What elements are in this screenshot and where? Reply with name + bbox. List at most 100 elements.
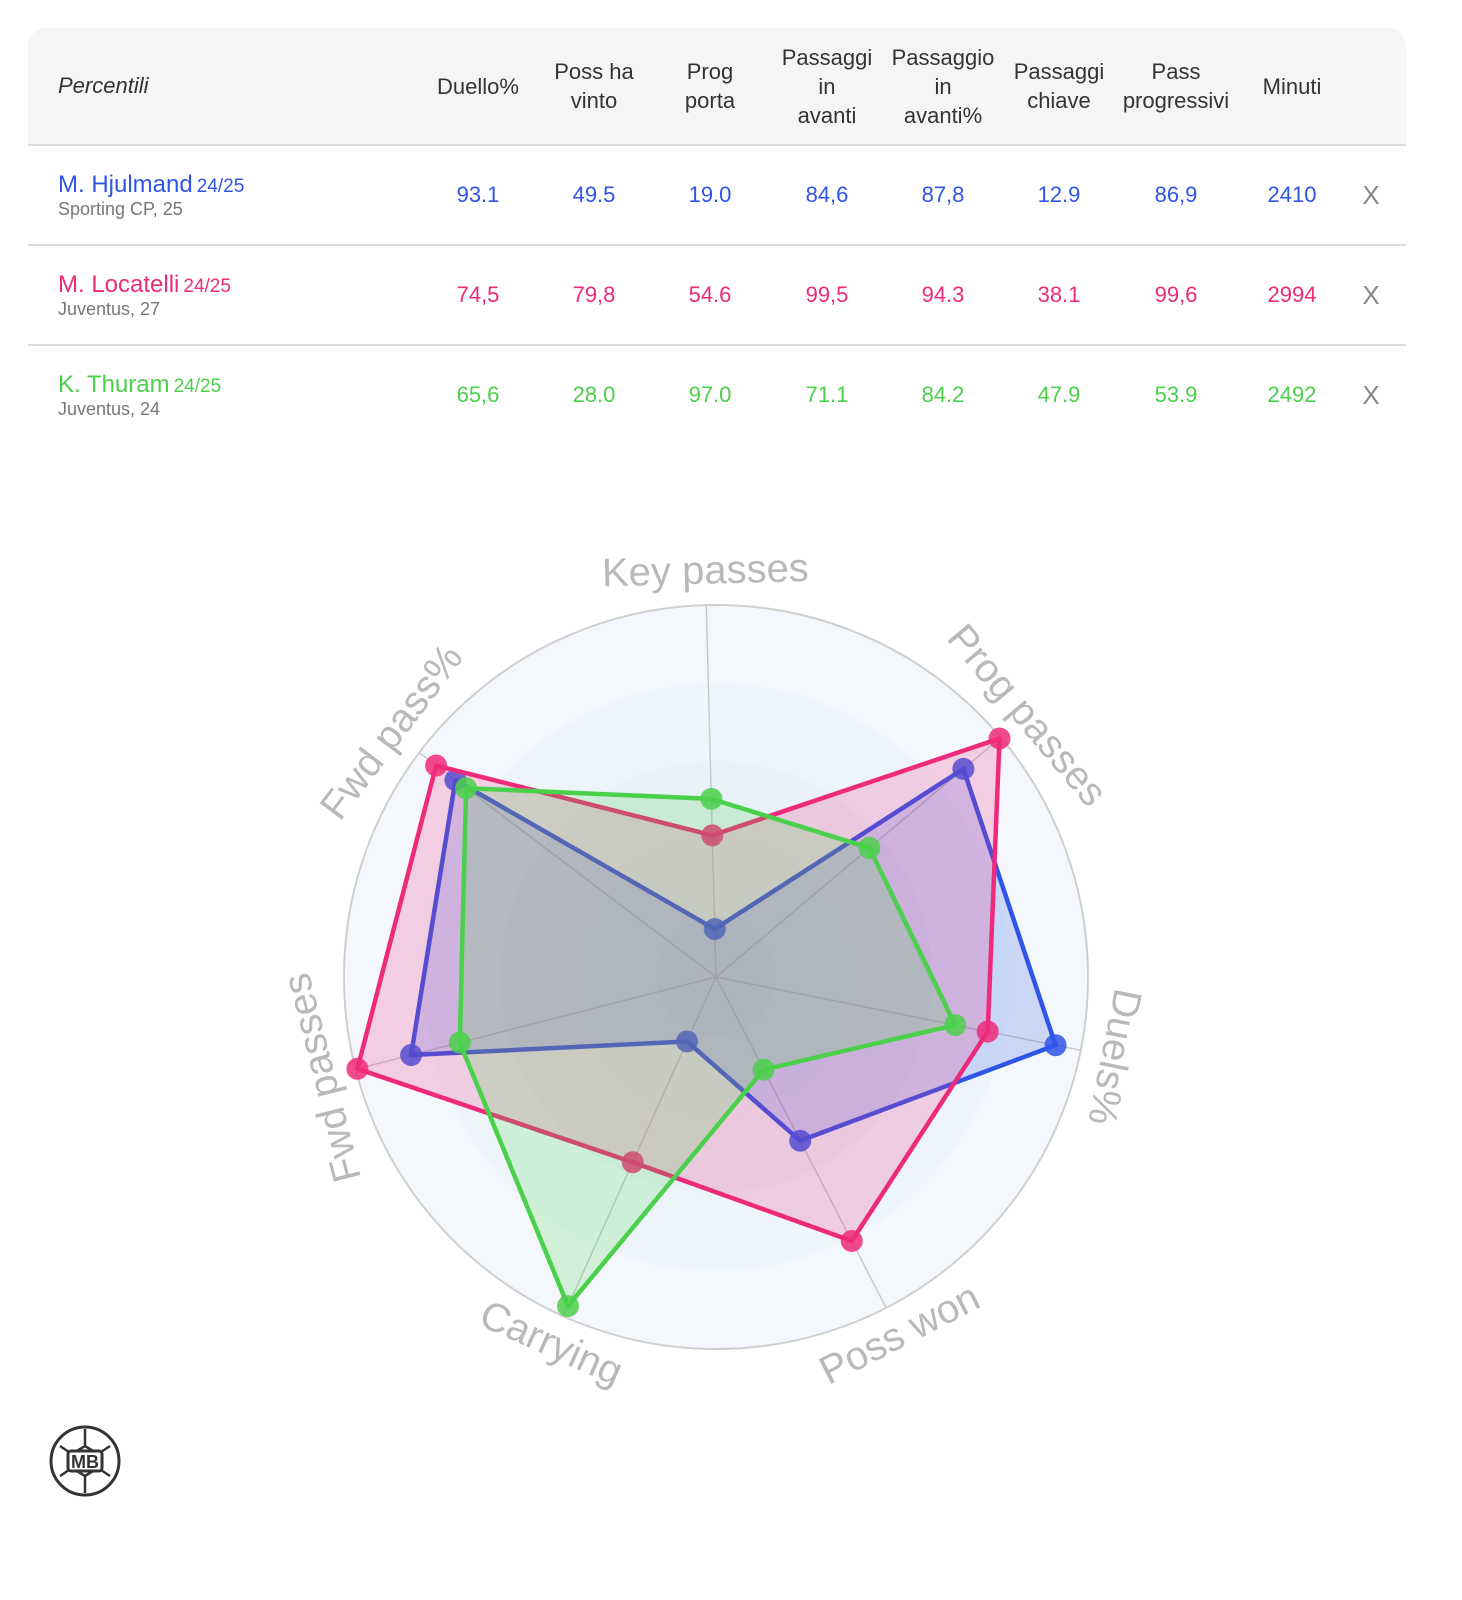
radar-series-area [355,736,1002,1244]
mb-logo: MB [49,1425,121,1497]
column-header-line: avanti% [903,102,983,128]
player-team: Juventus, 24 [58,399,161,419]
radar-point [944,1014,967,1037]
stat-value: 84.2 [921,382,965,407]
radar-point [789,1129,812,1152]
stat-value: 19.0 [688,182,732,207]
stat-value: 93.1 [456,182,500,207]
column-header-line: Passaggi [781,44,873,70]
radar-axis-label: Duels% [1079,985,1149,1129]
stat-value: 94.3 [921,282,965,307]
stat-value: 28.0 [572,382,616,407]
radar-outer-ring [343,604,1089,1350]
radar-point [701,824,724,847]
radar-point [976,1020,999,1043]
stat-value: 49.5 [572,182,616,207]
radar-point [700,787,723,810]
radar-spoke [715,976,1081,1051]
radar-point [346,1057,369,1080]
player-season: 24/25 [183,276,231,297]
stat-value: 99,5 [805,282,849,307]
logo-text: MB [71,1452,99,1472]
column-header[interactable]: Minuti [1234,28,1350,144]
column-header-line: in [818,73,836,99]
radar-point [1044,1034,1067,1057]
player-name: K. Thuram [58,371,170,398]
column-header[interactable]: Passaggi in avanti [769,28,885,144]
stat-value: 2994 [1267,282,1317,307]
radar-point [400,1044,423,1067]
radar-axis-label: Key passes [601,546,809,595]
player-name-cell[interactable]: K. Thuram 24/25 [58,370,221,402]
stat-value: 2410 [1267,182,1317,207]
stat-value: 99,6 [1154,282,1198,307]
column-header-line: in [934,73,952,99]
column-header[interactable]: Passaggio in avanti% [885,28,1001,144]
radar-point [621,1151,644,1174]
column-header-line: Duello% [437,73,519,99]
stat-value: 86,9 [1154,182,1198,207]
stat-value: 65,6 [456,382,500,407]
column-header[interactable]: Passaggi chiave [1001,28,1117,144]
player-name-cell[interactable]: M. Hjulmand 24/25 [58,170,244,202]
player-row: M. Hjulmand 24/25 Sporting CP, 25 93.1 49.5 1… [28,146,1406,246]
column-header-line: Prog [686,59,734,84]
column-header[interactable]: Poss ha vinto [536,28,652,144]
stat-value: 84,6 [805,182,849,207]
remove-player-button[interactable]: X [1362,279,1380,310]
stat-value: 97.0 [688,382,732,407]
player-row: M. Locatelli 24/25 Juventus, 27 74,5 79,8 54.… [28,246,1406,346]
remove-player-button[interactable]: X [1362,379,1380,410]
column-header-line: Minuti [1262,73,1322,99]
radar-series [448,777,967,1318]
comparison-table: Percentili Duello% Poss ha vinto Prog porta P… [28,28,1406,444]
column-header-line: chiave [1027,88,1091,113]
stat-value: 71.1 [805,382,849,407]
player-season: 24/25 [173,376,222,397]
player-team: Sporting CP, 25 [58,199,183,219]
stat-value: 47.9 [1037,382,1081,407]
column-header-line: vinto [570,88,618,113]
radar-point [752,1058,775,1081]
stat-value: 79,8 [572,282,616,307]
column-header-line: progressivi [1122,88,1230,113]
radar-point [952,757,975,780]
radar-point [676,1030,699,1053]
header-label: Percentili [58,73,149,98]
radar-point [988,727,1011,750]
player-name: M. Hjulmand [58,171,193,198]
stat-value: 54.6 [688,282,732,307]
player-name-cell[interactable]: M. Locatelli 24/25 [58,270,231,302]
player-name: M. Locatelli [58,271,180,298]
radar-point [425,754,448,777]
column-header-line: Poss ha [554,59,634,84]
radar-point [703,918,726,941]
column-header-line: Passaggi [1013,59,1105,84]
remove-player-button[interactable]: X [1362,179,1380,210]
column-header-line: Passaggio [891,44,995,70]
column-header-line: avanti [797,102,857,128]
radar-point [448,1031,471,1054]
radar-series [346,727,1011,1252]
table-header: Percentili Duello% Poss ha vinto Prog porta P… [28,28,1406,146]
stat-value: 87,8 [921,182,965,207]
radar-point [858,836,881,859]
stat-value: 74,5 [456,282,500,307]
column-header-line: Pass [1151,59,1201,84]
column-header-line: porta [684,88,736,113]
radar-series-area [457,785,958,1309]
stat-value: 38.1 [1037,282,1081,307]
player-team: Juventus, 27 [58,299,161,319]
column-header[interactable]: Duello% [420,28,536,144]
column-header[interactable]: Pass progressivi [1118,28,1234,144]
radar-point [455,777,478,800]
radar-point [557,1295,580,1318]
stat-value: 2492 [1267,382,1317,407]
stat-value: 53.9 [1154,382,1198,407]
column-header[interactable]: Prog porta [652,28,768,144]
player-row: K. Thuram 24/25 Juventus, 24 65,6 28.0 97.0 71… [28,346,1406,444]
stat-value: 12.9 [1037,182,1081,207]
player-season: 24/25 [196,176,245,197]
radar-point [840,1229,863,1252]
